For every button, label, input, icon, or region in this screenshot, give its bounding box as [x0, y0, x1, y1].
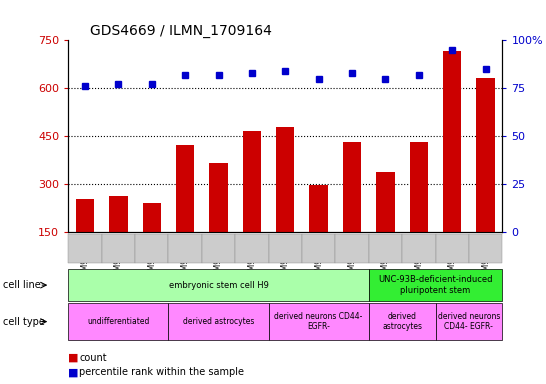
Text: cell type: cell type: [3, 316, 45, 327]
Text: ■: ■: [68, 353, 79, 363]
Bar: [276, 127, 294, 280]
Bar: [176, 145, 194, 280]
Text: derived astrocytes: derived astrocytes: [183, 317, 254, 326]
Text: derived neurons
CD44- EGFR-: derived neurons CD44- EGFR-: [438, 312, 500, 331]
Bar: [243, 131, 261, 280]
Text: percentile rank within the sample: percentile rank within the sample: [79, 367, 244, 377]
Text: ■: ■: [68, 367, 79, 377]
Text: derived neurons CD44-
EGFR-: derived neurons CD44- EGFR-: [275, 312, 363, 331]
Text: cell line: cell line: [3, 280, 40, 290]
Text: UNC-93B-deficient-induced
pluripotent stem: UNC-93B-deficient-induced pluripotent st…: [378, 275, 493, 295]
Bar: [477, 78, 495, 280]
Text: derived
astrocytes: derived astrocytes: [382, 312, 422, 331]
Bar: [376, 172, 395, 280]
Text: count: count: [79, 353, 107, 363]
Bar: [443, 51, 461, 280]
Text: GDS4669 / ILMN_1709164: GDS4669 / ILMN_1709164: [90, 24, 272, 38]
Bar: [209, 162, 228, 280]
Bar: [109, 197, 128, 280]
Bar: [143, 203, 161, 280]
Text: embryonic stem cell H9: embryonic stem cell H9: [169, 281, 269, 290]
Bar: [343, 142, 361, 280]
Text: undifferentiated: undifferentiated: [87, 317, 150, 326]
Bar: [310, 185, 328, 280]
Bar: [76, 199, 94, 280]
Bar: [410, 142, 428, 280]
